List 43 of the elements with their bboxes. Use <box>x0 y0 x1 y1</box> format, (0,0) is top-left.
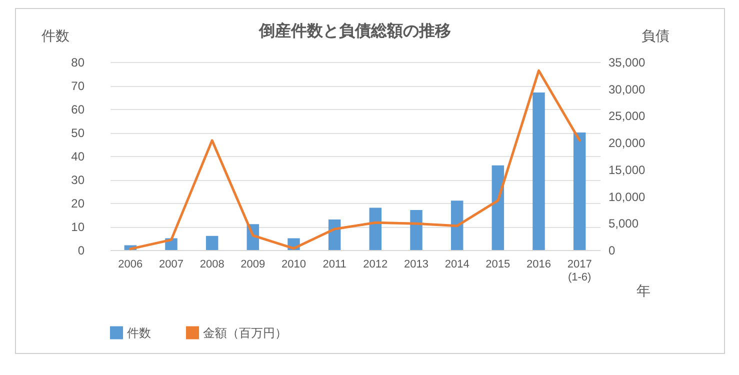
x-axis-title: 年 <box>636 282 650 298</box>
y2-tick-label: 0 <box>608 244 616 258</box>
x-tick-label: 2013 <box>404 258 428 270</box>
y-axis-title: 件数 <box>42 28 70 44</box>
y2-tick-label: 35,000 <box>608 56 646 70</box>
y-tick-label: 20 <box>71 196 85 210</box>
bar <box>532 92 545 250</box>
x-tick-label: 2011 <box>322 258 346 270</box>
x-tick-label: 2007 <box>159 258 184 270</box>
x-tick-label: 2012 <box>363 258 388 270</box>
bar <box>369 208 382 250</box>
y2-tick-label: 25,000 <box>608 109 646 124</box>
x-tick-label: 2014 <box>444 258 470 270</box>
y2-tick-label: 5,000 <box>608 216 639 231</box>
x-tick-label: 2010 <box>282 258 306 270</box>
y-tick-label: 80 <box>71 56 85 70</box>
x-tick-label: 2015 <box>486 258 510 270</box>
y-tick-label: 40 <box>71 150 85 164</box>
y-tick-label: 0 <box>78 244 85 258</box>
y2-tick-label: 10,000 <box>608 190 646 204</box>
bar <box>450 200 464 250</box>
x-tick-label: 2016 <box>526 258 551 270</box>
x-tick-label: 2017 (1-6) <box>567 258 592 284</box>
legend-label: 件数 <box>127 326 151 340</box>
y2-tick-label: 15,000 <box>608 162 646 177</box>
y2-tick-label: 20,000 <box>608 136 646 150</box>
bar <box>492 165 504 250</box>
y-tick-label: 10 <box>71 220 85 234</box>
y-tick-label: 60 <box>71 102 85 116</box>
line-series <box>129 69 581 250</box>
y2-tick-label: 30,000 <box>608 82 646 96</box>
y-tick-label: 30 <box>71 173 85 187</box>
x-tick-label: 2008 <box>200 258 224 270</box>
y-tick-label: 70 <box>71 79 85 93</box>
bar <box>410 210 422 250</box>
legend-label: 金額（百万円） <box>203 326 287 340</box>
y-tick-label: 50 <box>71 126 85 140</box>
x-tick-label: 2006 <box>118 258 143 270</box>
chart-title: 倒産件数と負債総額の推移 <box>258 21 451 40</box>
x-tick-label: 2009 <box>240 258 266 270</box>
bar <box>206 236 218 250</box>
y2-axis-title: 負債 <box>642 28 670 44</box>
bar <box>573 132 586 250</box>
